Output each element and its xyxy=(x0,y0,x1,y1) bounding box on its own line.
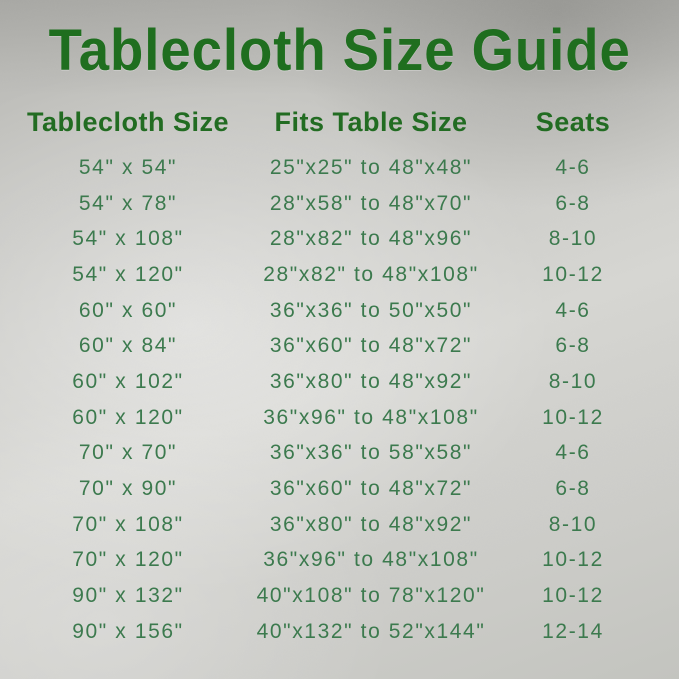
table-row: 90" x 132" 40"x108" to 78"x120" 10-12 xyxy=(0,578,660,614)
cell-tablecloth-size: 60" x 120" xyxy=(72,405,184,429)
table-row: 70" x 120" 36"x96" to 48"x108" 10-12 xyxy=(0,543,660,579)
cell-seats: 8-10 xyxy=(548,369,598,393)
cell-fits-table-size: 28"x58" to 48"x70" xyxy=(269,191,473,215)
table-row: 54" x 78" 28"x58" to 48"x70" 6-8 xyxy=(0,186,660,222)
table-row: 70" x 90" 36"x60" to 48"x72" 6-8 xyxy=(0,471,660,507)
column-header-seats: Seats xyxy=(535,106,611,137)
table-row: 54" x 54" 25"x25" to 48"x48" 4-6 xyxy=(0,150,660,186)
cell-seats: 10-12 xyxy=(542,584,604,608)
cell-seats: 10-12 xyxy=(542,262,604,286)
cell-seats: 4-6 xyxy=(555,441,591,465)
table-row: 54" x 108" 28"x82" to 48"x96" 8-10 xyxy=(0,221,660,257)
cell-tablecloth-size: 70" x 90" xyxy=(78,477,178,501)
cell-seats: 6-8 xyxy=(555,477,591,501)
cell-seats: 6-8 xyxy=(555,334,591,358)
table-row: 60" x 120" 36"x96" to 48"x108" 10-12 xyxy=(0,400,660,436)
cell-seats: 12-14 xyxy=(542,619,604,643)
cell-fits-table-size: 36"x80" to 48"x92" xyxy=(269,369,473,393)
cell-tablecloth-size: 54" x 120" xyxy=(72,262,184,286)
cell-seats: 10-12 xyxy=(542,405,604,429)
cell-seats: 10-12 xyxy=(542,548,604,572)
cell-seats: 4-6 xyxy=(555,155,591,179)
table-row: 54" x 120" 28"x82" to 48"x108" 10-12 xyxy=(0,257,660,293)
cell-tablecloth-size: 90" x 132" xyxy=(72,584,184,608)
table-row: 70" x 108" 36"x80" to 48"x92" 8-10 xyxy=(0,507,660,543)
table-row: 60" x 60" 36"x36" to 50"x50" 4-6 xyxy=(0,293,660,329)
cell-fits-table-size: 36"x96" to 48"x108" xyxy=(263,405,479,429)
cell-tablecloth-size: 70" x 70" xyxy=(78,441,178,465)
cell-tablecloth-size: 60" x 84" xyxy=(78,334,178,358)
page-title: Tablecloth Size Guide xyxy=(0,22,679,80)
table-header-row: Tablecloth Size Fits Table Size Seats xyxy=(0,103,660,141)
cell-tablecloth-size: 54" x 78" xyxy=(78,191,178,215)
cell-seats: 4-6 xyxy=(555,298,591,322)
cell-fits-table-size: 40"x108" to 78"x120" xyxy=(256,584,486,608)
cell-fits-table-size: 36"x60" to 48"x72" xyxy=(269,334,473,358)
table-row: 60" x 84" 36"x60" to 48"x72" 6-8 xyxy=(0,328,660,364)
cell-tablecloth-size: 60" x 102" xyxy=(72,369,184,393)
page-title-text: Tablecloth Size Guide xyxy=(48,18,631,83)
table-row: 60" x 102" 36"x80" to 48"x92" 8-10 xyxy=(0,364,660,400)
cell-tablecloth-size: 70" x 108" xyxy=(72,512,184,536)
column-header-tablecloth-size: Tablecloth Size xyxy=(26,106,230,137)
cell-fits-table-size: 36"x80" to 48"x92" xyxy=(269,512,473,536)
cell-tablecloth-size: 70" x 120" xyxy=(72,548,184,572)
cell-seats: 8-10 xyxy=(548,512,598,536)
cell-fits-table-size: 36"x60" to 48"x72" xyxy=(269,477,473,501)
cell-fits-table-size: 36"x96" to 48"x108" xyxy=(263,548,479,572)
cell-fits-table-size: 36"x36" to 58"x58" xyxy=(269,441,473,465)
table-row: 90" x 156" 40"x132" to 52"x144" 12-14 xyxy=(0,614,660,650)
cell-tablecloth-size: 54" x 108" xyxy=(72,227,184,251)
cell-fits-table-size: 28"x82" to 48"x96" xyxy=(269,227,473,251)
table-row: 70" x 70" 36"x36" to 58"x58" 4-6 xyxy=(0,436,660,472)
size-table-body: 54" x 54" 25"x25" to 48"x48" 4-6 54" x 7… xyxy=(0,150,679,650)
cell-tablecloth-size: 90" x 156" xyxy=(72,619,184,643)
column-header-fits-table-size: Fits Table Size xyxy=(274,106,468,137)
cell-seats: 8-10 xyxy=(548,227,598,251)
cell-fits-table-size: 36"x36" to 50"x50" xyxy=(269,298,473,322)
cell-seats: 6-8 xyxy=(555,191,591,215)
cell-tablecloth-size: 60" x 60" xyxy=(78,298,178,322)
cell-fits-table-size: 28"x82" to 48"x108" xyxy=(263,262,479,286)
cell-fits-table-size: 40"x132" to 52"x144" xyxy=(256,619,486,643)
cell-tablecloth-size: 54" x 54" xyxy=(78,155,178,179)
cell-fits-table-size: 25"x25" to 48"x48" xyxy=(269,155,473,179)
